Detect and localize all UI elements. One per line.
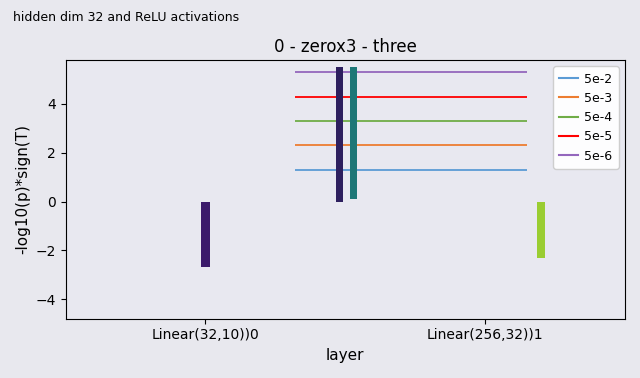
Legend: 5e-2, 5e-3, 5e-4, 5e-5, 5e-6: 5e-2, 5e-3, 5e-4, 5e-5, 5e-6 <box>553 66 619 169</box>
Y-axis label: -log10(p)*sign(T): -log10(p)*sign(T) <box>15 124 30 254</box>
Bar <box>202 201 210 268</box>
Bar <box>350 67 357 199</box>
X-axis label: layer: layer <box>326 348 365 363</box>
Bar <box>537 201 545 258</box>
Bar <box>336 67 343 201</box>
Title: 0 - zerox3 - three: 0 - zerox3 - three <box>274 38 417 56</box>
Text: hidden dim 32 and ReLU activations: hidden dim 32 and ReLU activations <box>13 11 239 24</box>
